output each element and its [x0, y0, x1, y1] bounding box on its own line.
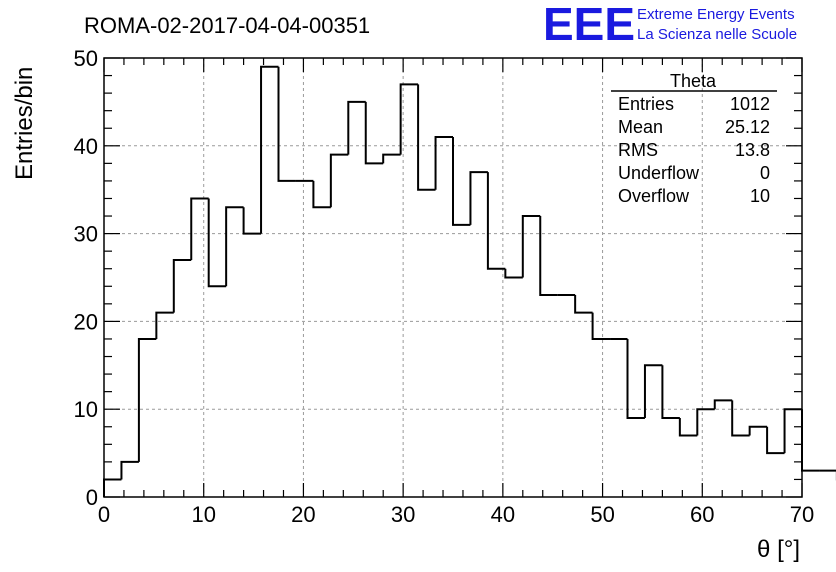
stats-value-entries: 1012	[730, 94, 770, 114]
y-tick-label: 10	[74, 397, 98, 422]
histogram-bin	[155, 311, 174, 339]
y-tick-label: 50	[74, 46, 98, 71]
histogram-bin	[539, 216, 558, 297]
histogram-bin	[574, 295, 593, 314]
x-tick-label: 70	[790, 502, 814, 527]
histogram-bin	[103, 478, 122, 497]
stats-value-mean: 25.12	[725, 117, 770, 137]
histogram-bins	[103, 65, 836, 497]
stats-value-rms: 13.8	[735, 140, 770, 160]
stats-value-underflow: 0	[760, 163, 770, 183]
histogram-bin	[364, 101, 384, 165]
eee-logo-line2: La Scienza nelle Scuole	[637, 26, 797, 43]
histogram-bin	[469, 171, 488, 225]
histogram-bin	[452, 137, 471, 226]
y-tick-label: 30	[74, 222, 98, 247]
y-tick-label: 20	[74, 309, 98, 334]
histogram-bin	[137, 337, 157, 462]
stats-title: Theta	[670, 71, 717, 91]
histogram-bin	[417, 84, 436, 191]
histogram-bin	[277, 66, 296, 182]
histogram-bin	[626, 338, 645, 419]
histogram-bin	[190, 197, 209, 260]
histogram-bin	[225, 206, 244, 287]
axis-ticks	[103, 57, 803, 498]
stats-label-rms: RMS	[618, 140, 658, 160]
histogram-bin	[696, 408, 715, 436]
histogram-bin	[347, 100, 366, 155]
plot-frame	[103, 57, 803, 498]
x-tick-label: 30	[391, 502, 415, 527]
histogram-bin	[242, 207, 262, 235]
x-tick-label: 10	[191, 502, 215, 527]
histogram-bin	[713, 399, 733, 410]
x-tick-label: 50	[590, 502, 614, 527]
histogram-bin	[783, 408, 802, 454]
histogram-bin	[678, 417, 698, 437]
histogram-bin	[661, 365, 680, 419]
stats-label-mean: Mean	[618, 117, 663, 137]
histogram-bin	[399, 83, 419, 155]
histogram-bin	[312, 180, 331, 209]
histogram-bin	[748, 425, 768, 436]
histogram-bin	[731, 400, 750, 437]
stats-value-overflow: 10	[750, 186, 770, 206]
stats-label-underflow: Underflow	[618, 163, 700, 183]
histogram-bin	[643, 364, 663, 418]
histogram-bin	[329, 153, 349, 208]
histogram-bin	[591, 312, 611, 340]
x-tick-label: 40	[491, 502, 515, 527]
histogram-bin	[260, 65, 279, 234]
histogram-bin	[382, 153, 401, 164]
histogram-bin	[766, 426, 785, 455]
eee-logo: EEE Extreme Energy Events La Scienza nel…	[543, 0, 797, 50]
eee-logo-text: EEE	[543, 0, 635, 50]
stats-label-overflow: Overflow	[618, 186, 690, 206]
histogram-bin	[801, 409, 820, 472]
y-tick-label: 0	[86, 485, 98, 510]
tick-labels: 0 10 20 30 40 50 60 70 0 10 20 30 40 50	[74, 46, 815, 527]
histogram-bin	[486, 172, 506, 270]
histogram-bin	[434, 136, 453, 190]
x-axis-label: θ [°]	[757, 536, 800, 563]
x-tick-label: 20	[291, 502, 315, 527]
y-axis-label: Entries/bin	[11, 67, 38, 180]
y-tick-label: 40	[74, 134, 98, 159]
stats-label-entries: Entries	[618, 94, 674, 114]
x-tick-label: 60	[690, 502, 714, 527]
x-tick-label: 0	[98, 502, 110, 527]
histogram-bin	[504, 268, 523, 279]
histogram-bin	[207, 198, 227, 288]
histogram-bin	[120, 460, 139, 480]
eee-logo-line1: Extreme Energy Events	[637, 6, 795, 23]
histogram-bin	[521, 215, 541, 278]
stats-box: Theta Entries 1012 Mean 25.12 RMS 13.8 U…	[611, 71, 777, 206]
run-title: ROMA-02-2017-04-04-00351	[84, 13, 370, 38]
histogram-bin	[172, 258, 192, 313]
